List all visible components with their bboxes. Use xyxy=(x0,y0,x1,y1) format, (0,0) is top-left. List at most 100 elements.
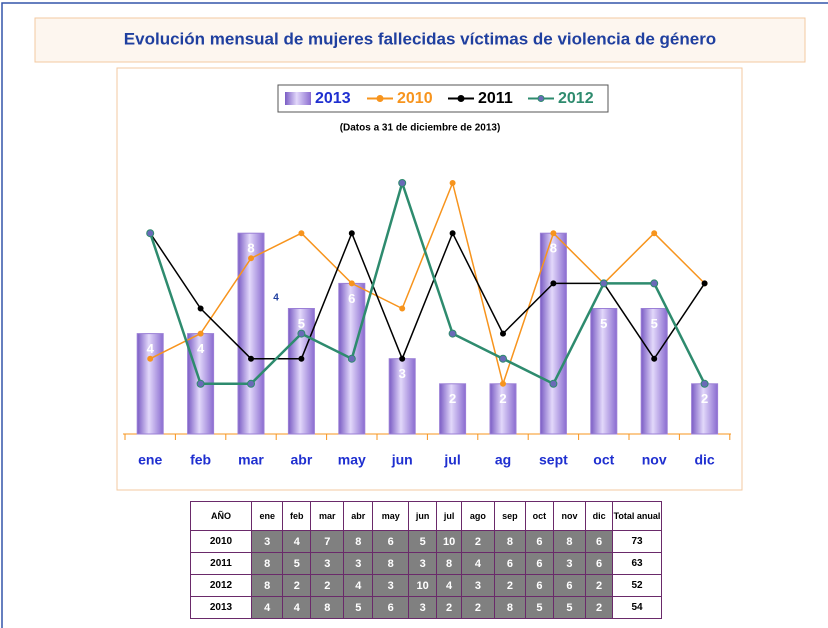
bar-label: 2 xyxy=(449,391,456,406)
point xyxy=(599,279,608,288)
table-cell: 10 xyxy=(435,530,463,553)
x-tick-label: ag xyxy=(495,452,511,468)
point xyxy=(348,280,355,287)
point xyxy=(399,305,406,312)
legend-label: 2013 xyxy=(315,90,351,107)
table-cell: 6 xyxy=(372,596,410,619)
legend-dot xyxy=(537,95,545,102)
table-cell: 5 xyxy=(282,552,312,575)
x-tick-label: jun xyxy=(391,452,413,468)
table-row: AÑO ene feb mar abr may jun jul ago sep oct nov dic T… xyxy=(190,501,662,531)
table-cell: ene xyxy=(250,501,284,531)
table-cell: 8 xyxy=(310,596,345,619)
point xyxy=(398,179,407,187)
title-box xyxy=(34,17,806,63)
table-cell: 73 xyxy=(612,530,662,553)
table-cell: 3 xyxy=(408,552,437,575)
bar xyxy=(287,308,315,435)
x-tick-label: nov xyxy=(642,452,667,468)
bar-label: 5 xyxy=(651,316,658,331)
legend-swatch xyxy=(285,92,311,105)
x-tick-label: abr xyxy=(291,452,313,468)
point xyxy=(550,280,557,287)
table-cell: 2010 xyxy=(190,530,252,553)
point xyxy=(651,230,658,237)
legend-label: 2010 xyxy=(397,90,433,107)
bar xyxy=(539,232,567,435)
table-cell: 5 xyxy=(343,596,374,619)
table-cell: 6 xyxy=(585,552,613,575)
table-cell: 2 xyxy=(461,596,495,619)
table-cell: 8 xyxy=(552,530,587,553)
bar-label: 5 xyxy=(600,316,607,331)
point xyxy=(550,230,557,237)
table-cell: 4 xyxy=(250,596,284,619)
point xyxy=(197,330,204,337)
table-cell: sep xyxy=(493,501,527,531)
table-cell: 8 xyxy=(343,530,374,553)
bar xyxy=(590,308,618,435)
table-cell: nov xyxy=(552,501,587,531)
point xyxy=(449,230,456,237)
table-cell: 2 xyxy=(585,574,613,597)
table-cell: 7 xyxy=(310,530,345,553)
table-cell: 10 xyxy=(408,574,437,597)
legend-dot xyxy=(376,95,384,102)
table-cell: 6 xyxy=(493,552,527,575)
table-cell: 8 xyxy=(250,574,284,597)
x-tick-label: oct xyxy=(593,452,614,468)
bar-label: 4 xyxy=(147,341,155,356)
bar-label: 3 xyxy=(399,366,406,381)
table-row: 2013 4 4 8 5 6 3 2 2 8 5 5 2 54 xyxy=(190,596,662,619)
x-tick-label: jul xyxy=(443,452,460,468)
point xyxy=(399,355,406,362)
table-cell: 6 xyxy=(525,552,554,575)
table-cell: 4 xyxy=(435,574,463,597)
table-cell: 4 xyxy=(461,552,495,575)
point xyxy=(147,355,154,362)
table-cell: mar xyxy=(310,501,345,531)
table-cell: 3 xyxy=(461,574,495,597)
point xyxy=(347,354,356,363)
line xyxy=(149,178,706,386)
table-cell: ago xyxy=(461,501,495,531)
bar xyxy=(388,358,416,435)
point xyxy=(651,355,658,362)
table-cell: 6 xyxy=(525,574,554,597)
point xyxy=(297,329,306,338)
table-cell: 3 xyxy=(250,530,284,553)
point xyxy=(298,355,305,362)
table-cell: 8 xyxy=(250,552,284,575)
table-cell: feb xyxy=(282,501,312,531)
line xyxy=(149,180,706,387)
table-cell: 6 xyxy=(525,530,554,553)
table-cell: 2012 xyxy=(190,574,252,597)
table-cell: 6 xyxy=(372,530,410,553)
table-cell: oct xyxy=(525,501,554,531)
table-cell: 2011 xyxy=(190,552,252,575)
point xyxy=(650,279,659,288)
table-cell: jun xyxy=(408,501,437,531)
bar-label: 8 xyxy=(550,241,557,256)
point xyxy=(701,280,708,287)
bar xyxy=(439,383,467,435)
bar-label: 4 xyxy=(197,341,205,356)
table-cell: 2 xyxy=(310,574,345,597)
legend-label: 2011 xyxy=(478,90,513,107)
x-tick-label: may xyxy=(338,452,366,468)
bar-label: 8 xyxy=(247,241,254,256)
table-cell: 8 xyxy=(435,552,463,575)
table-cell: 3 xyxy=(372,574,410,597)
table-cell: 6 xyxy=(552,574,587,597)
table-cell: 2 xyxy=(585,596,613,619)
point xyxy=(248,355,254,362)
table-cell: 3 xyxy=(343,552,374,575)
point xyxy=(448,329,457,338)
bar-label: 2 xyxy=(701,391,708,406)
table-cell: 4 xyxy=(343,574,374,597)
point xyxy=(298,230,305,237)
table-row: 2011 8 5 3 3 8 3 8 4 6 6 3 6 63 xyxy=(190,552,662,575)
table-row: 2012 8 2 2 4 3 10 4 3 2 6 6 2 52 xyxy=(190,574,662,597)
table-cell: 4 xyxy=(282,596,312,619)
